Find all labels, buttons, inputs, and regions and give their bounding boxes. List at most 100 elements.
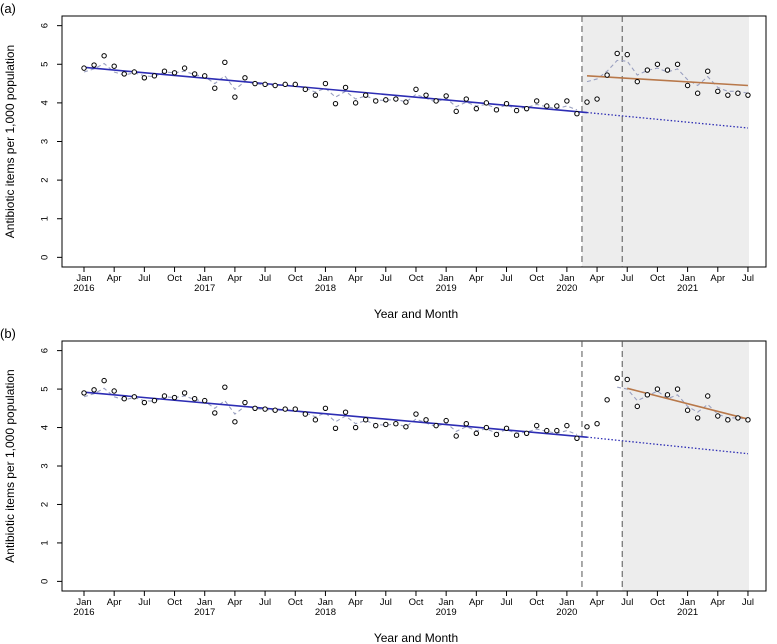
observed-point <box>262 81 268 88</box>
observed-point <box>463 420 469 427</box>
observed-point <box>554 103 560 109</box>
x-tick-month-label: Oct <box>529 273 544 284</box>
observed-point <box>202 73 208 79</box>
x-tick-month-label: Apr <box>107 273 122 284</box>
x-tick-month-label: Oct <box>167 597 182 608</box>
panel-label: (a) <box>0 1 16 16</box>
observed-point <box>312 417 319 423</box>
y-tick-label: 0 <box>40 255 51 260</box>
observed-point <box>342 84 349 91</box>
observed-point <box>544 427 550 434</box>
x-tick-month-label: Jul <box>138 597 150 608</box>
observed-point <box>463 96 469 102</box>
observed-point <box>614 50 620 57</box>
y-tick-label: 1 <box>40 216 51 221</box>
x-tick-month-label: Apr <box>348 597 363 608</box>
observed-point <box>564 422 570 429</box>
shaded-period <box>622 341 749 591</box>
observed-point <box>433 422 439 429</box>
observed-point <box>282 81 288 88</box>
x-tick-month-label: Oct <box>650 273 665 284</box>
x-tick-month-label: Jan <box>438 597 453 608</box>
observed-point <box>584 424 590 430</box>
x-tick-month-label: Apr <box>348 273 363 284</box>
observed-point <box>423 92 429 98</box>
observed-point <box>624 51 630 58</box>
x-tick-year-label: 2021 <box>677 607 698 618</box>
x-tick-month-label: Oct <box>529 597 544 608</box>
observed-point <box>252 405 258 412</box>
observed-point <box>161 68 168 74</box>
observed-point <box>151 397 158 404</box>
observed-point <box>383 97 389 103</box>
observed-point <box>332 100 339 107</box>
observed-point <box>443 93 449 99</box>
y-axis-title: Antibiotic items per 1,000 population <box>3 45 17 238</box>
x-tick-month-label: Apr <box>590 273 605 284</box>
fitted-series-line <box>83 387 578 435</box>
observed-point <box>513 432 520 438</box>
x-tick-month-label: Oct <box>288 597 303 608</box>
observed-point <box>523 105 530 112</box>
observed-point <box>181 390 188 396</box>
observed-point <box>604 397 610 403</box>
observed-point <box>705 68 711 74</box>
x-tick-month-label: Apr <box>469 273 484 284</box>
y-axis-title: Antibiotic items per 1,000 population <box>3 369 17 562</box>
observed-point <box>745 92 751 98</box>
counterfactual-trend-line <box>586 111 749 129</box>
observed-point <box>352 100 359 106</box>
observed-point <box>101 377 107 384</box>
observed-point <box>735 415 741 421</box>
observed-point <box>362 417 369 423</box>
observed-point <box>705 393 711 399</box>
observed-point <box>413 86 419 93</box>
x-tick-month-label: Apr <box>228 273 243 284</box>
observed-point <box>383 421 389 428</box>
observed-point <box>594 420 600 427</box>
post-interruption-trend-line <box>586 75 749 87</box>
y-tick-label: 2 <box>40 502 51 507</box>
observed-point <box>352 424 359 431</box>
observed-point <box>242 75 248 81</box>
observed-point <box>342 409 349 415</box>
shaded-period <box>581 16 749 267</box>
observed-point <box>171 70 178 76</box>
observed-point <box>453 108 459 115</box>
x-tick-month-label: Apr <box>710 273 725 284</box>
observed-point <box>584 99 590 105</box>
observed-point <box>725 417 731 423</box>
observed-point <box>202 397 208 404</box>
observed-point <box>574 435 580 442</box>
observed-point <box>674 386 681 392</box>
observed-point <box>715 413 721 419</box>
x-tick-month-label: Apr <box>710 597 725 608</box>
observed-point <box>534 98 540 104</box>
fitted-series-line <box>83 62 578 111</box>
observed-point <box>725 92 731 98</box>
observed-point <box>111 388 117 394</box>
y-tick-label: 3 <box>40 139 51 144</box>
observed-point <box>242 399 248 406</box>
x-tick-year-label: 2020 <box>556 283 577 294</box>
observed-point <box>544 103 550 109</box>
x-tick-year-label: 2021 <box>677 283 698 294</box>
x-axis-title: Year and Month <box>374 307 458 321</box>
observed-point <box>393 420 399 427</box>
x-tick-month-label: Apr <box>469 597 484 608</box>
observed-point <box>191 71 198 77</box>
x-tick-month-label: Jan <box>197 597 212 608</box>
x-tick-month-label: Apr <box>590 597 605 608</box>
x-tick-month-label: Apr <box>228 597 243 608</box>
observed-point <box>473 105 480 112</box>
observed-point <box>644 392 651 398</box>
observed-point <box>503 100 510 107</box>
observed-point <box>564 98 570 104</box>
observed-point <box>503 425 510 432</box>
x-tick-month-label: Jul <box>742 597 754 608</box>
x-tick-month-label: Jul <box>500 597 512 608</box>
x-tick-month-label: Jan <box>559 273 574 284</box>
observed-point <box>634 78 640 85</box>
